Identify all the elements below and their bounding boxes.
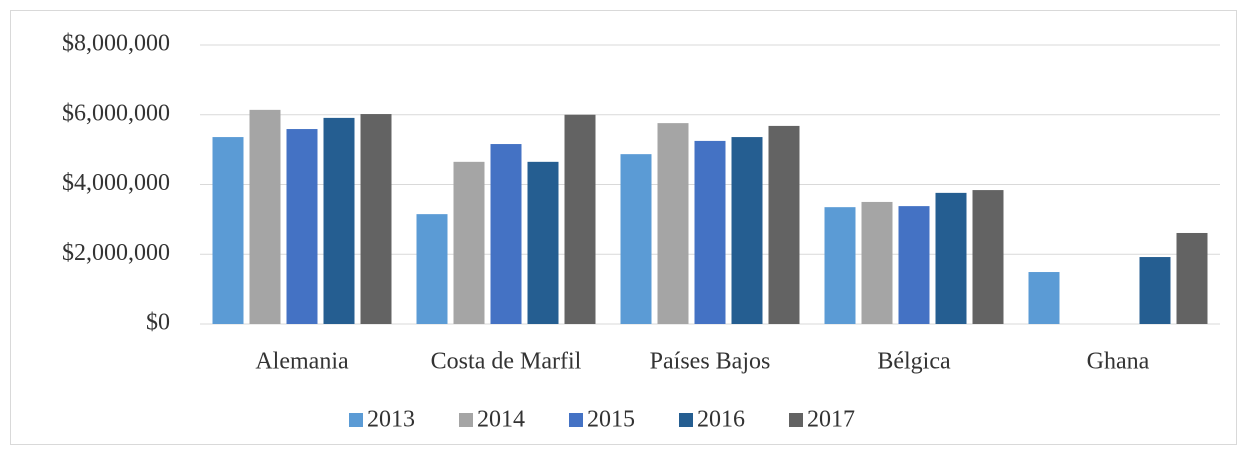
legend-label: 2016 [697,407,745,433]
legend-swatch [349,413,363,427]
legend-label: 2013 [367,407,415,433]
bar [490,144,522,324]
bar [824,207,856,324]
y-tick-label: $2,000,000 [62,240,170,266]
bar [564,114,596,324]
bar [212,137,244,324]
bar [935,192,967,324]
x-tick-label: Países Bajos [650,349,771,375]
bar [1176,232,1208,324]
bar [249,109,281,325]
x-tick-label: Bélgica [877,349,951,375]
legend-label: 2017 [807,407,855,433]
x-tick-label: Alemania [255,349,349,375]
bar [731,137,763,324]
bar [620,154,652,324]
legend-swatch [679,413,693,427]
legend-swatch [459,413,473,427]
legend-label: 2014 [477,407,525,433]
bar [657,123,689,325]
bar [360,114,392,325]
y-tick-label: $8,000,000 [62,31,170,57]
bar [527,161,559,324]
legend-label: 2015 [587,407,635,433]
bar [286,129,318,324]
y-tick-label: $6,000,000 [62,100,170,126]
bar [768,125,800,324]
x-tick-label: Costa de Marfil [431,349,582,375]
legend-swatch [789,413,803,427]
bar [323,117,355,324]
bar [416,214,448,324]
x-tick-label: Ghana [1087,349,1150,375]
bar [1028,272,1060,324]
y-tick-label: $4,000,000 [62,170,170,196]
bar [861,201,893,324]
bar [1139,257,1171,324]
bar [972,190,1004,324]
legend-swatch [569,413,583,427]
bar [898,206,930,324]
bar [694,140,726,324]
y-tick-label: $0 [146,310,170,336]
bar [453,161,485,324]
